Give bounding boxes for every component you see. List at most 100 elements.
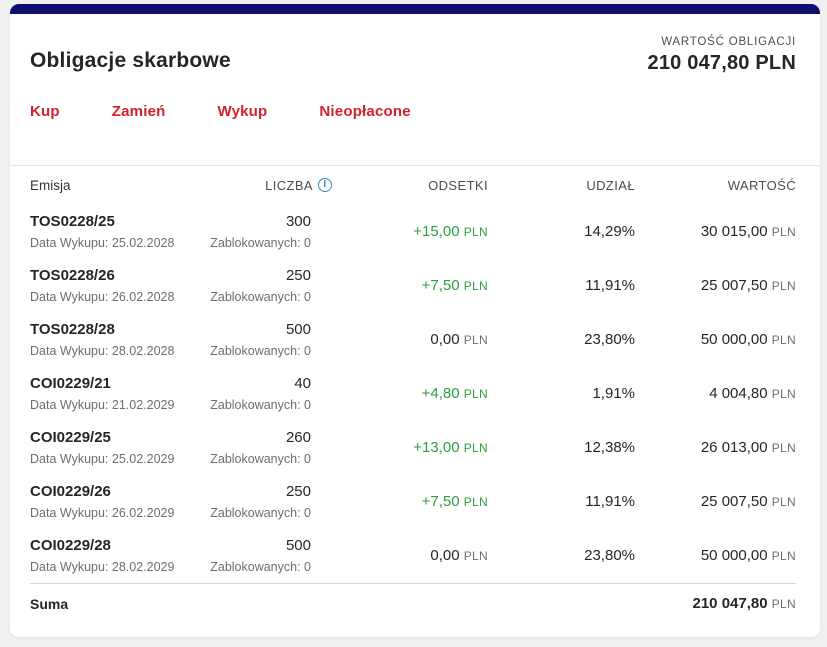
bond-blocked: Zablokowanych: 0 <box>210 397 311 412</box>
cell-udzial: 23,80% <box>584 330 635 348</box>
cell-wartosc: 25 007,50 PLN <box>635 277 796 294</box>
bond-redemption-date: Data Wykupu: 28.02.2028 <box>30 343 175 358</box>
interest-amount: 0,00 <box>430 330 460 348</box>
cell-udzial: 11,91% <box>585 492 635 510</box>
table-row: COI0229/21 Data Wykupu: 21.02.2029 40 Za… <box>30 366 796 420</box>
bond-blocked: Zablokowanych: 0 <box>210 235 311 250</box>
summary-value: 210 047,80 PLN <box>692 595 796 612</box>
interest-currency: PLN <box>463 548 488 563</box>
card-header: Obligacje skarbowe WARTOŚĆ OBLIGACJI 210… <box>10 14 820 75</box>
value-amount: 25 007,50 <box>700 276 768 294</box>
bond-name: COI0229/28 <box>30 536 111 554</box>
table-row: COI0229/26 Data Wykupu: 26.02.2029 250 Z… <box>30 474 796 528</box>
cell-udzial: 14,29% <box>584 222 635 240</box>
column-header-udzial: UDZIAŁ <box>586 177 635 193</box>
interest-currency: PLN <box>463 332 488 347</box>
action-tabs: Kup Zamień Wykup Nieopłacone <box>10 103 820 120</box>
summary-row: Suma 210 047,80 PLN <box>30 583 796 625</box>
bond-blocked: Zablokowanych: 0 <box>210 343 311 358</box>
cell-odsetki: 0,00 PLN <box>311 547 488 564</box>
interest-currency: PLN <box>463 494 488 509</box>
tab-wykup[interactable]: Wykup <box>217 103 268 120</box>
cell-udzial: 12,38% <box>584 438 635 456</box>
bonds-value-label: WARTOŚĆ OBLIGACJI <box>661 36 796 48</box>
column-header-emisja: Emisja <box>30 177 71 193</box>
bonds-value-block: WARTOŚĆ OBLIGACJI 210 047,80 PLN <box>648 36 796 75</box>
bond-redemption-date: Data Wykupu: 21.02.2029 <box>30 397 175 412</box>
bond-redemption-date: Data Wykupu: 26.02.2029 <box>30 505 175 520</box>
bond-blocked: Zablokowanych: 0 <box>210 559 311 574</box>
bond-count: 250 <box>285 482 311 500</box>
cell-liczba: 260 Zablokowanych: 0 <box>200 429 311 466</box>
column-header-wartosc: WARTOŚĆ <box>727 177 796 193</box>
bond-count: 40 <box>294 374 311 392</box>
bond-blocked: Zablokowanych: 0 <box>210 451 311 466</box>
bond-count: 250 <box>285 266 311 284</box>
info-icon[interactable]: i <box>318 178 332 192</box>
cell-odsetki: +4,80 PLN <box>311 385 488 402</box>
bond-count: 500 <box>285 536 311 554</box>
value-amount: 26 013,00 <box>700 438 768 456</box>
cell-wartosc: 50 000,00 PLN <box>635 547 796 564</box>
cell-odsetki: +15,00 PLN <box>311 223 488 240</box>
bond-name: TOS0228/26 <box>30 266 115 284</box>
value-amount: 50 000,00 <box>700 546 768 564</box>
cell-liczba: 250 Zablokowanych: 0 <box>200 483 311 520</box>
tab-nieoplacone[interactable]: Nieopłacone <box>319 103 411 120</box>
cell-emisja: COI0229/28 Data Wykupu: 28.02.2029 <box>30 537 200 574</box>
bonds-value-amount: 210 047,80 PLN <box>647 52 796 74</box>
cell-emisja: COI0229/25 Data Wykupu: 25.02.2029 <box>30 429 200 466</box>
bond-blocked: Zablokowanych: 0 <box>210 289 311 304</box>
value-currency: PLN <box>771 386 796 401</box>
cell-odsetki: 0,00 PLN <box>311 331 488 348</box>
bond-redemption-date: Data Wykupu: 26.02.2028 <box>30 289 175 304</box>
interest-amount: 0,00 <box>430 546 460 564</box>
cell-udzial: 11,91% <box>585 276 635 294</box>
interest-currency: PLN <box>463 440 488 455</box>
tab-zamien[interactable]: Zamień <box>111 103 166 120</box>
value-amount: 25 007,50 <box>700 492 768 510</box>
cell-liczba: 500 Zablokowanych: 0 <box>200 537 311 574</box>
tabs-divider <box>10 165 820 166</box>
interest-amount: +7,50 <box>421 276 460 294</box>
cell-wartosc: 4 004,80 PLN <box>635 385 796 402</box>
cell-odsetki: +13,00 PLN <box>311 439 488 456</box>
cell-emisja: TOS0228/28 Data Wykupu: 28.02.2028 <box>30 321 200 358</box>
interest-amount: +7,50 <box>421 492 460 510</box>
cell-wartosc: 30 015,00 PLN <box>635 223 796 240</box>
bond-redemption-date: Data Wykupu: 28.02.2029 <box>30 559 175 574</box>
cell-wartosc: 25 007,50 PLN <box>635 493 796 510</box>
bonds-card: Obligacje skarbowe WARTOŚĆ OBLIGACJI 210… <box>10 4 820 637</box>
bond-name: COI0229/26 <box>30 482 111 500</box>
summary-label: Suma <box>30 595 69 612</box>
bond-count: 260 <box>285 428 311 446</box>
bond-count: 300 <box>285 212 311 230</box>
table-row: TOS0228/26 Data Wykupu: 26.02.2028 250 Z… <box>30 258 796 312</box>
bond-name: COI0229/25 <box>30 428 111 446</box>
value-currency: PLN <box>771 440 796 455</box>
bond-name: TOS0228/25 <box>30 212 115 230</box>
bond-name: TOS0228/28 <box>30 320 115 338</box>
page-title: Obligacje skarbowe <box>30 49 231 72</box>
table-row: TOS0228/25 Data Wykupu: 25.02.2028 300 Z… <box>30 204 796 258</box>
cell-odsetki: +7,50 PLN <box>311 493 488 510</box>
bond-redemption-date: Data Wykupu: 25.02.2028 <box>30 235 175 250</box>
cell-liczba: 250 Zablokowanych: 0 <box>200 267 311 304</box>
value-currency: PLN <box>771 548 796 563</box>
table-row: COI0229/28 Data Wykupu: 28.02.2029 500 Z… <box>30 528 796 582</box>
bond-rows: TOS0228/25 Data Wykupu: 25.02.2028 300 Z… <box>30 204 796 582</box>
interest-amount: +13,00 <box>413 438 460 456</box>
bonds-table: Emisja LICZBA i ODSETKI UDZIAŁ WARTOŚĆ T… <box>10 166 820 625</box>
value-currency: PLN <box>771 494 796 509</box>
cell-wartosc: 26 013,00 PLN <box>635 439 796 456</box>
bond-name: COI0229/21 <box>30 374 111 392</box>
interest-currency: PLN <box>463 224 488 239</box>
tab-kup[interactable]: Kup <box>30 103 60 120</box>
cell-liczba: 40 Zablokowanych: 0 <box>200 375 311 412</box>
cell-emisja: COI0229/26 Data Wykupu: 26.02.2029 <box>30 483 200 520</box>
bond-count: 500 <box>285 320 311 338</box>
table-row: COI0229/25 Data Wykupu: 25.02.2029 260 Z… <box>30 420 796 474</box>
interest-amount: +4,80 <box>421 384 460 402</box>
value-amount: 50 000,00 <box>700 330 768 348</box>
cell-liczba: 300 Zablokowanych: 0 <box>200 213 311 250</box>
